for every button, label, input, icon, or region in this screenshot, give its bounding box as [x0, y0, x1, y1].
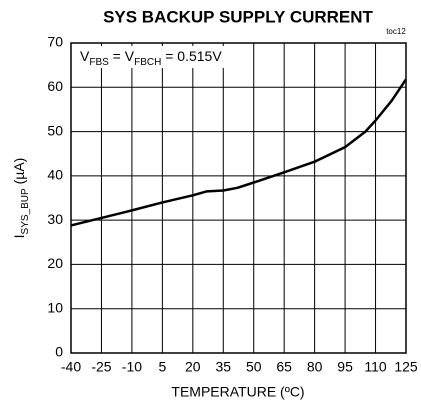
annotation-bg [73, 46, 235, 68]
x-tick-label: 20 [185, 359, 201, 375]
y-tick-label: 50 [47, 122, 63, 138]
y-tick-label: 30 [47, 211, 63, 227]
x-tick-label: 35 [215, 359, 231, 375]
x-tick-label: -10 [122, 359, 142, 375]
text-part: (µA) [11, 158, 27, 189]
y-tick-label: 20 [47, 255, 63, 271]
x-tick-label: -25 [91, 359, 111, 375]
x-tick-label: 50 [246, 359, 262, 375]
text-part: I [11, 234, 27, 238]
text-part: = 0.515V [161, 48, 222, 64]
chart-tag: toc12 [386, 27, 406, 36]
x-tick-label: 110 [364, 359, 387, 375]
x-tick-label: 65 [276, 359, 292, 375]
x-tick-label: 5 [158, 359, 166, 375]
y-axis-label: ISYS_BUP (µA) [11, 158, 31, 239]
y-tick-label: 40 [47, 167, 63, 183]
x-tick-label: -40 [61, 359, 81, 375]
text-part: V [80, 48, 90, 64]
y-tick-label: 70 [47, 34, 63, 50]
text-part: SYS_BUP [20, 188, 31, 234]
text-part: FBCH [134, 57, 161, 68]
text-part: = V [109, 48, 135, 64]
x-tick-label: 125 [394, 359, 418, 375]
chart-title: SYS BACKUP SUPPLY CURRENT [103, 7, 373, 26]
plot-frame [70, 42, 407, 354]
y-tick-label: 0 [55, 344, 63, 360]
x-axis-label: TEMPERATURE (ºC) [171, 384, 304, 400]
y-tick-label: 10 [47, 299, 63, 315]
y-tick-label: 60 [47, 78, 63, 94]
x-tick-label: 80 [307, 359, 323, 375]
data-line [70, 78, 408, 227]
annotation: VFBS = VFBCH = 0.515V [80, 48, 222, 68]
text-part: FBS [89, 57, 109, 68]
x-tick-label: 95 [337, 359, 353, 375]
